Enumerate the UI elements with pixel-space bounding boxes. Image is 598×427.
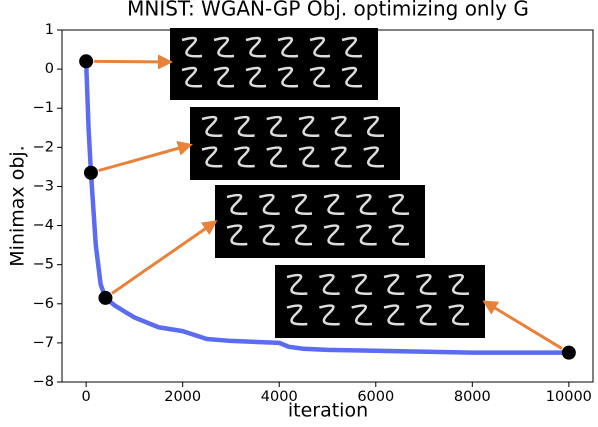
- digit-stroke: [298, 146, 320, 168]
- sample-image: [190, 107, 400, 180]
- digit-stroke: [277, 36, 299, 58]
- x-tick-label: 2000: [164, 389, 201, 405]
- digit-stroke: [448, 304, 470, 326]
- digit-stroke: [245, 66, 267, 88]
- digit-stroke: [363, 146, 385, 168]
- y-tick-label: −8: [33, 374, 54, 390]
- digit-stroke: [213, 66, 235, 88]
- digit-stroke: [331, 146, 352, 168]
- y-axis-label: Minimax obj.: [7, 145, 29, 266]
- y-tick-label: −1: [33, 100, 54, 116]
- digit-stroke: [234, 115, 255, 138]
- digit-stroke: [277, 66, 299, 88]
- digit-stroke: [234, 146, 255, 168]
- y-tick-label: −3: [33, 178, 54, 194]
- digit-stroke: [201, 146, 223, 168]
- digit-stroke: [286, 273, 308, 296]
- arrow: [482, 300, 563, 350]
- y-tick-label: −2: [33, 139, 54, 155]
- arrow: [98, 141, 193, 173]
- digit-stroke: [323, 224, 345, 246]
- digit-stroke: [341, 66, 363, 88]
- x-tick-label: 4000: [261, 389, 298, 405]
- digit-stroke: [416, 304, 437, 326]
- marker: [98, 290, 113, 305]
- digit-stroke: [356, 224, 377, 246]
- digit-stroke: [309, 36, 331, 58]
- digit-stroke: [323, 193, 345, 216]
- digit-stroke: [181, 66, 203, 88]
- digit-stroke: [245, 36, 267, 58]
- digit-stroke: [448, 273, 470, 296]
- y-tick-label: 0: [45, 61, 54, 77]
- x-tick-label: 0: [82, 389, 91, 405]
- digit-stroke: [356, 193, 377, 216]
- digit-stroke: [363, 115, 385, 138]
- arrow: [94, 54, 173, 70]
- digit-stroke: [291, 193, 313, 216]
- digit-stroke: [286, 304, 308, 326]
- digit-stroke: [226, 224, 248, 246]
- digit-stroke: [416, 273, 437, 296]
- digit-stroke: [388, 224, 410, 246]
- digit-stroke: [259, 193, 280, 216]
- sample-image: [275, 265, 485, 338]
- x-tick-label: 6000: [357, 389, 394, 405]
- chart-title: MNIST: WGAN-GP Obj. optimizing only G: [127, 0, 529, 21]
- y-tick-label: 1: [45, 22, 54, 38]
- digit-stroke: [298, 115, 320, 138]
- sample-image: [215, 185, 425, 258]
- digit-stroke: [201, 115, 223, 138]
- digit-stroke: [341, 36, 363, 58]
- digit-stroke: [181, 36, 203, 58]
- digit-stroke: [213, 36, 235, 58]
- x-tick-label: 10000: [546, 389, 592, 405]
- digit-stroke: [309, 66, 331, 88]
- sample-image: [170, 28, 378, 100]
- digit-stroke: [266, 146, 288, 168]
- digit-stroke: [331, 115, 352, 138]
- line: [83, 61, 569, 355]
- y-tick-label: −4: [33, 218, 54, 234]
- arrow: [111, 220, 218, 295]
- digit-stroke: [319, 304, 340, 326]
- digit-stroke: [388, 193, 410, 216]
- marker: [79, 54, 94, 69]
- digit-stroke: [383, 304, 405, 326]
- digit-stroke: [266, 115, 288, 138]
- y-tick-label: −5: [33, 257, 54, 273]
- digit-stroke: [351, 273, 373, 296]
- marker: [83, 165, 98, 180]
- y-tick-label: −6: [33, 296, 54, 312]
- digit-stroke: [259, 224, 280, 246]
- marker: [561, 345, 576, 360]
- y-tick-label: −7: [33, 335, 54, 351]
- x-tick-label: 8000: [454, 389, 491, 405]
- digit-stroke: [351, 304, 373, 326]
- x-axis-label: iteration: [288, 400, 368, 422]
- digit-stroke: [383, 273, 405, 296]
- digit-stroke: [291, 224, 313, 246]
- digit-stroke: [226, 193, 248, 216]
- digit-stroke: [319, 273, 340, 296]
